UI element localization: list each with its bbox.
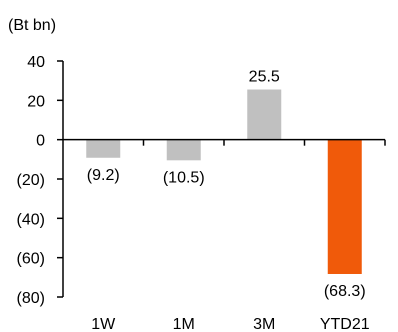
category-label: 3M [253, 316, 275, 332]
bars [86, 89, 362, 274]
y-tick-label: 20 [27, 93, 45, 110]
category-label: YTD21 [320, 316, 370, 332]
category-label: 1W [91, 316, 116, 332]
category-labels: 1W 1M 3M YTD21 [91, 316, 370, 332]
bar [327, 139, 362, 274]
x-axis [63, 138, 386, 146]
y-tick-label: 0 [36, 133, 45, 150]
y-tick-label: (40) [17, 211, 45, 228]
y-tick-label: (80) [17, 290, 45, 307]
y-axis-unit-label: (Bt bn) [8, 17, 56, 34]
data-label: 25.5 [249, 69, 280, 86]
data-label: (68.3) [324, 283, 366, 300]
bar [166, 139, 201, 161]
data-label: (10.5) [163, 169, 205, 186]
y-tick-label: 40 [27, 54, 45, 71]
bar [247, 89, 282, 140]
bar [86, 139, 121, 158]
y-tick-label: (20) [17, 172, 45, 189]
y-axis-ticks: 40 20 0 (20) (40) (60) (80) [17, 54, 64, 307]
y-tick-label: (60) [17, 251, 45, 268]
data-labels: (9.2) (10.5) 25.5 (68.3) [87, 69, 366, 300]
category-label: 1M [173, 316, 195, 332]
data-label: (9.2) [87, 167, 120, 184]
